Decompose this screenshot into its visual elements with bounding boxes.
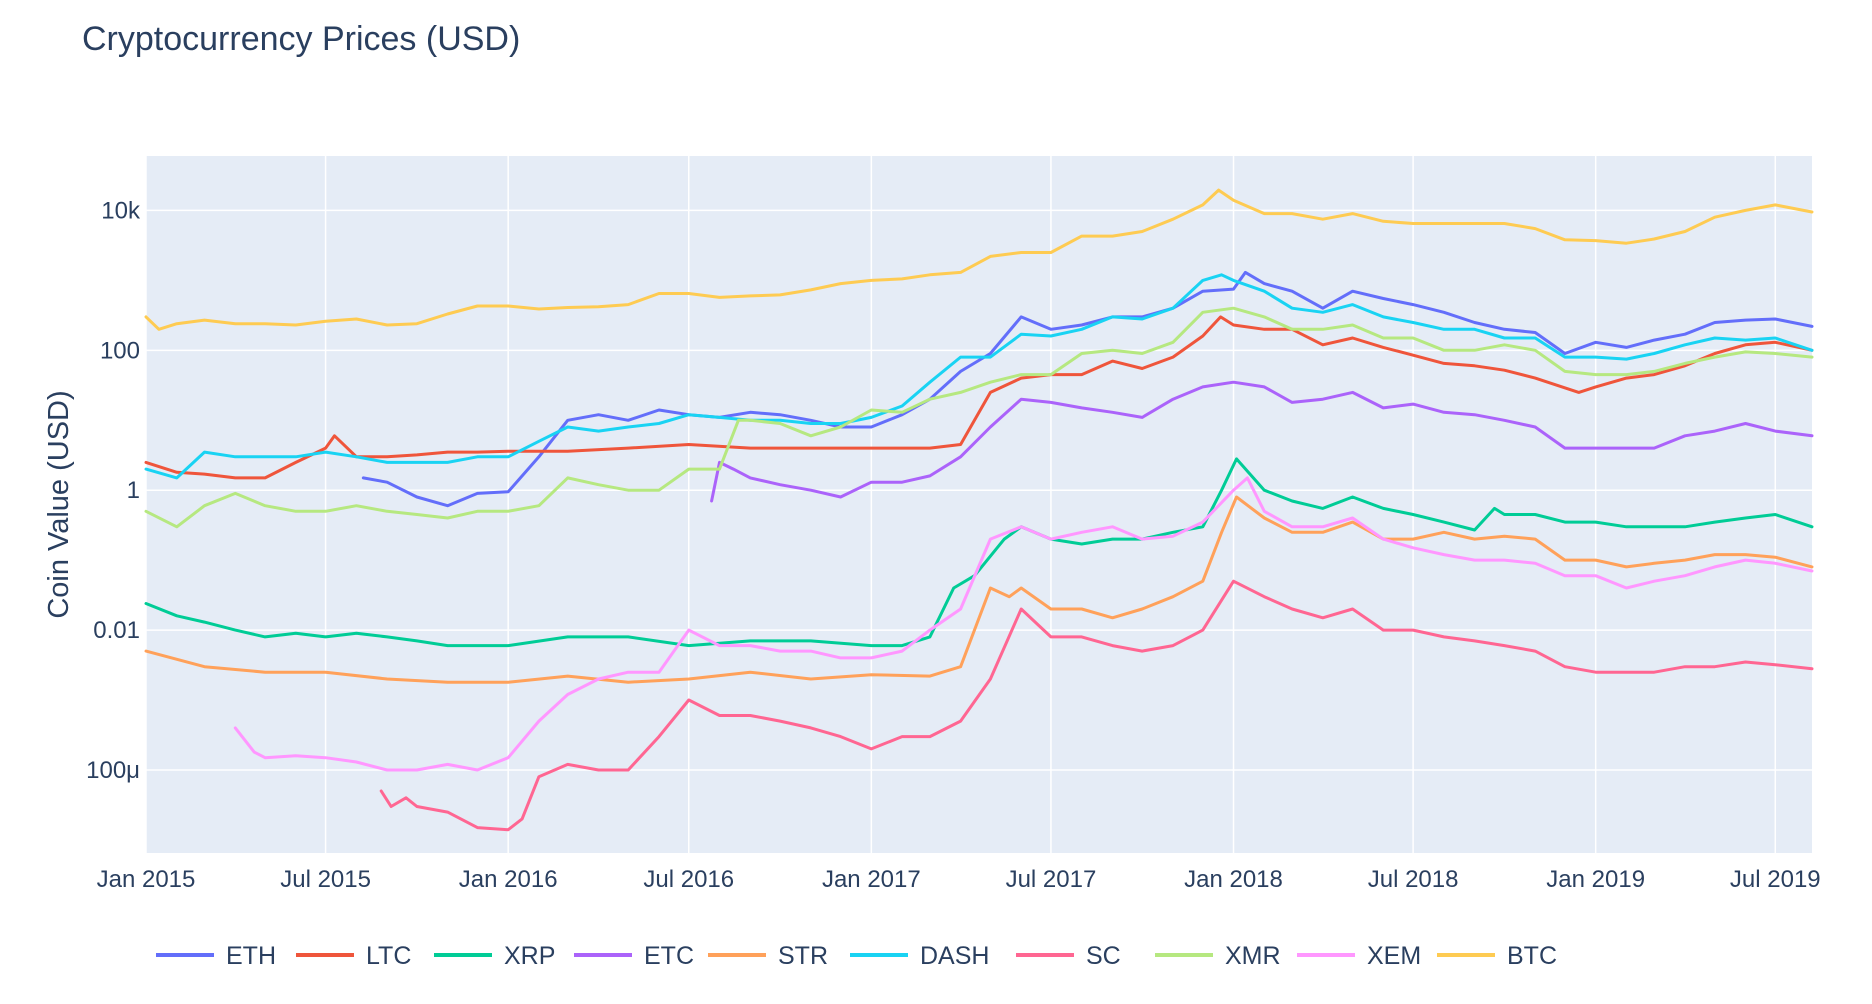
x-tick-label: Jul 2017 [1006,866,1097,893]
plot-background [146,156,1812,853]
legend-item-xrp[interactable]: XRP [434,942,555,970]
series-line-btc [144,188,1814,331]
x-tick-label: Jul 2019 [1730,866,1821,893]
legend-item-sc[interactable]: SC [1016,942,1121,970]
series-line-sc [379,579,1814,832]
series-line-str [144,495,1814,684]
legend-item-xem[interactable]: XEM [1297,942,1421,970]
series-line-xmr [144,306,1814,529]
y-tick-label: 10k [101,197,141,224]
x-tick-label: Jul 2018 [1368,866,1459,893]
legend-label: XEM [1367,942,1421,970]
y-axis-ticks: 100μ 0.01 1 100 10k [86,197,141,784]
series-line-xem [233,476,1814,772]
legend-label: LTC [366,942,411,970]
x-tick-label: Jan 2015 [97,866,196,893]
series-line-ltc [144,315,1814,480]
x-axis-ticks: Jan 2015 Jul 2015 Jan 2016 Jul 2016 Jan 2017… [97,866,1821,893]
y-axis-title: Coin Value (USD) [43,390,75,618]
chart-title: Cryptocurrency Prices (USD) [82,20,521,58]
legend-label: ETH [226,942,276,970]
legend-item-etc[interactable]: ETC [574,942,694,970]
x-tick-label: Jan 2016 [459,866,558,893]
series-line-etc [710,380,1814,503]
legend-label: XMR [1225,942,1281,970]
x-tick-label: Jan 2019 [1546,866,1645,893]
series-line-xrp [144,457,1814,648]
grid-lines [145,156,1812,853]
y-tick-label: 1 [127,477,140,504]
legend-label: STR [778,942,828,970]
x-tick-label: Jan 2017 [822,866,921,893]
legend-item-dash[interactable]: DASH [850,942,989,970]
legend-item-btc[interactable]: BTC [1437,942,1557,970]
x-tick-label: Jul 2016 [643,866,734,893]
legend: ETH LTC XRP ETC STR DASH SC XMR XEM BTC [156,942,1557,970]
x-tick-label: Jul 2015 [280,866,371,893]
series-line-dash [144,273,1814,480]
legend-label: BTC [1507,942,1557,970]
y-tick-label: 100 [100,337,140,364]
y-tick-label: 0.01 [93,617,140,644]
series-lines [144,188,1814,832]
legend-label: XRP [504,942,555,970]
legend-label: ETC [644,942,694,970]
legend-item-xmr[interactable]: XMR [1155,942,1281,970]
legend-label: DASH [920,942,989,970]
legend-label: SC [1086,942,1121,970]
legend-item-eth[interactable]: ETH [156,942,276,970]
series-line-eth [361,270,1814,508]
y-tick-label: 100μ [86,757,140,784]
legend-item-str[interactable]: STR [708,942,828,970]
legend-item-ltc[interactable]: LTC [296,942,411,970]
x-tick-label: Jan 2018 [1184,866,1283,893]
